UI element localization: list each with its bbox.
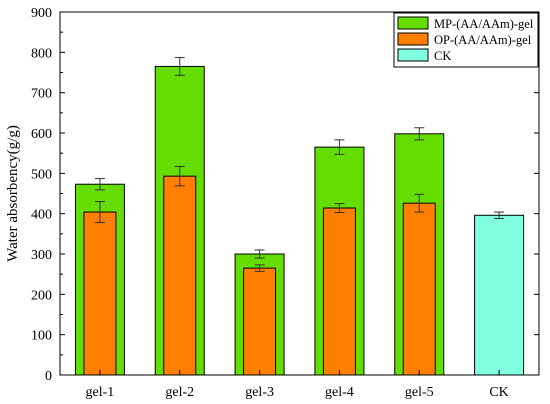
error-bar-CK-series-2: [494, 211, 505, 220]
error-bar-gel-3-series-0: [254, 249, 265, 259]
x-tick-label: CK: [489, 385, 508, 400]
y-tick-label: 0: [45, 369, 52, 384]
bar-gel-4-series-1: [322, 207, 356, 376]
bar-gel-2-series-1: [163, 175, 197, 376]
errorbars-layer: [94, 57, 505, 272]
y-tick-label: 600: [31, 127, 52, 142]
error-bar-gel-4-series-0: [334, 139, 345, 155]
y-tick-label: 400: [31, 208, 52, 223]
y-tick-label: 500: [31, 167, 52, 182]
y-tick-label: 800: [31, 46, 52, 61]
y-axis: 0 100 200 300 400 500 600 700 800 900: [31, 6, 539, 384]
bar-gel-3-series-1: [243, 267, 277, 376]
legend-label: CK: [434, 49, 451, 63]
y-tick-label: 200: [31, 288, 52, 303]
legend-label: OP-(AA/AAm)-gel: [434, 33, 532, 47]
legend-swatch: [397, 16, 429, 30]
error-bar-gel-2-series-0: [174, 57, 185, 76]
error-bar-gel-5-series-1: [414, 193, 425, 213]
bars-layer: [74, 65, 525, 376]
y-tick-label: 100: [31, 329, 52, 344]
legend-label: MP-(AA/AAm)-gel: [434, 17, 534, 31]
y-tick-label: 300: [31, 248, 52, 263]
x-tick-label: gel-3: [245, 385, 274, 400]
bar-gel-1-series-1: [83, 211, 117, 376]
legend-swatch: [397, 48, 429, 62]
error-bar-gel-5-series-0: [414, 127, 425, 141]
bar-gel-5-series-1: [402, 202, 436, 376]
error-bar-gel-1-series-1: [94, 201, 105, 224]
x-tick-label: gel-4: [325, 385, 354, 400]
error-bar-gel-2-series-1: [174, 165, 185, 187]
bar-CK-series-2: [474, 214, 525, 376]
y-tick-label: 700: [31, 87, 52, 102]
x-tick-label: gel-5: [405, 385, 434, 400]
error-bar-gel-4-series-1: [334, 203, 345, 213]
x-tick-label: gel-2: [165, 385, 194, 400]
y-axis-title: Water absorbency(g/g): [5, 125, 21, 262]
legend-swatch: [397, 32, 429, 46]
legend: MP-(AA/AAm)-gel OP-(AA/AAm)-gel CK: [393, 12, 539, 68]
error-bar-gel-1-series-0: [94, 178, 105, 191]
x-tick-label: gel-1: [86, 385, 115, 400]
x-axis: gel-1 gel-2 gel-3 gel-4 gel-5 CK: [86, 370, 509, 400]
y-tick-label: 900: [31, 6, 52, 21]
error-bar-gel-3-series-1: [254, 264, 265, 272]
